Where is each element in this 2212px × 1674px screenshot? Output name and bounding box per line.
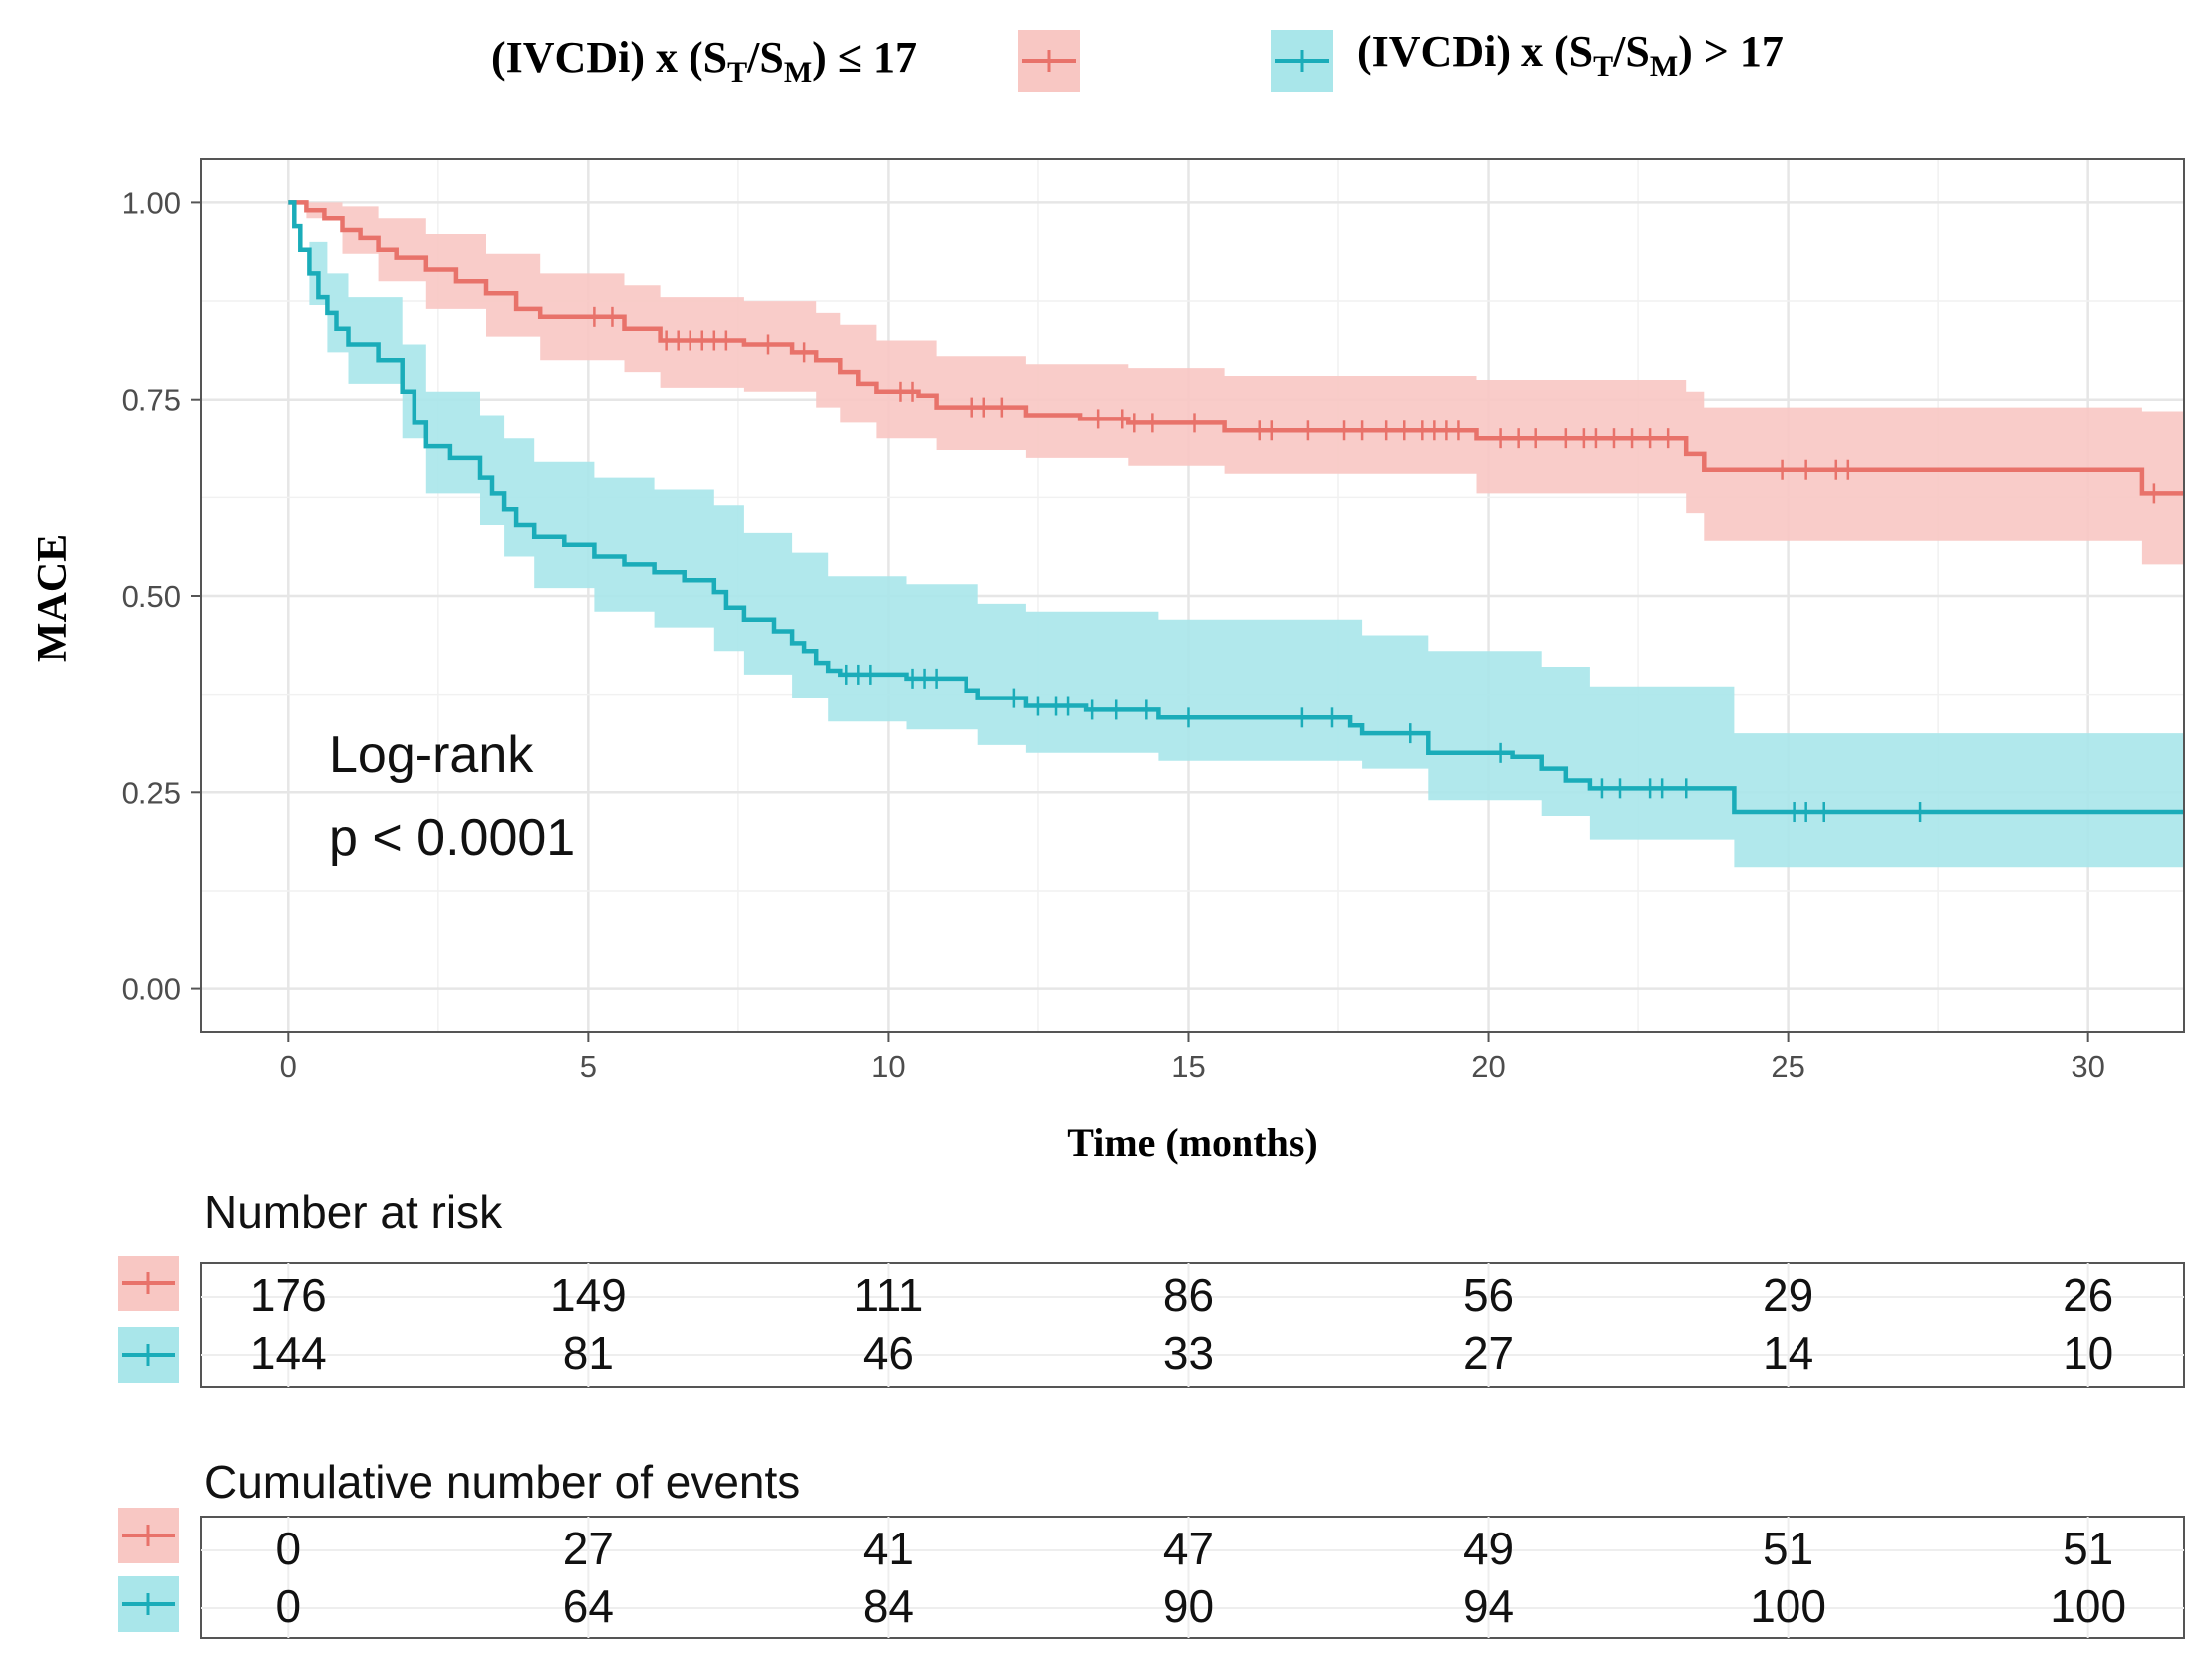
- y-tick-label-1: 0.25: [122, 775, 181, 810]
- events-table-cell-1-1: 64: [563, 1580, 614, 1632]
- risk-table-cell-0-3: 86: [1163, 1269, 1214, 1321]
- events-table-cell-1-0: 0: [276, 1580, 302, 1632]
- risk-table-cell-0-4: 56: [1463, 1269, 1514, 1321]
- events-table-frame: [200, 1516, 2185, 1639]
- events-table-grid: [201, 1517, 2184, 1638]
- risk-table-cell-1-5: 14: [1763, 1327, 1813, 1379]
- logrank-label: Log-rank: [329, 726, 534, 784]
- survival-line-1: [288, 200, 2184, 815]
- y-axis-ticks: 0.00 0.25 0.50 0.75 1.00: [122, 185, 201, 1007]
- risk-table-cell-1-0: 144: [250, 1327, 327, 1379]
- risk-table: Number at risk 176 149 111 86 56 29 26 144 81 46 3…: [118, 1186, 2185, 1388]
- events-table: Cumulative number of events 0 27 41 47 49 51 5…: [118, 1456, 2185, 1639]
- legend: (IVCDi) x (ST/SM) ≤ 17 (IVCDi) x (ST/SM)…: [491, 27, 1784, 92]
- risk-table-title: Number at risk: [204, 1186, 503, 1238]
- risk-table-cell-1-1: 81: [563, 1327, 614, 1379]
- events-table-cell-0-1: 27: [563, 1523, 614, 1574]
- events-table-cell-0-2: 41: [863, 1523, 914, 1574]
- survival-curves: [288, 200, 2184, 815]
- legend-item-high: (IVCDi) x (ST/SM) > 17: [1271, 27, 1784, 92]
- confidence-band-0: [288, 202, 2184, 565]
- events-table-cell-0-4: 49: [1463, 1523, 1514, 1574]
- plot-area: 0 5 10 15 20 25 30 0.00 0.25 0.50 0.75 1.00: [122, 158, 2185, 1084]
- p-value-label: p < 0.0001: [329, 809, 575, 867]
- y-tick-label-3: 0.75: [122, 383, 181, 418]
- y-tick-label-4: 1.00: [122, 185, 181, 220]
- events-table-cell-0-3: 47: [1163, 1523, 1214, 1574]
- events-table-cells: 0 27 41 47 49 51 51 0 64 84 90 94 100 100: [276, 1523, 2127, 1632]
- survival-line-0: [288, 200, 2184, 496]
- x-tick-label-1: 5: [580, 1049, 597, 1084]
- y-axis-title: MACE: [30, 534, 76, 662]
- events-table-cell-1-4: 94: [1463, 1580, 1514, 1632]
- y-tick-label-0: 0.00: [122, 973, 181, 1007]
- events-table-cell-1-6: 100: [2050, 1580, 2126, 1632]
- legend-item-low: (IVCDi) x (ST/SM) ≤ 17: [491, 30, 1080, 92]
- events-table-cell-0-5: 51: [1763, 1523, 1813, 1574]
- risk-table-frame: [200, 1262, 2185, 1388]
- risk-table-cell-0-1: 149: [550, 1269, 627, 1321]
- y-tick-label-2: 0.50: [122, 579, 181, 614]
- risk-table-cell-0-2: 111: [853, 1269, 923, 1321]
- x-axis-ticks: 0 5 10 15 20 25 30: [280, 1032, 2105, 1084]
- risk-table-cell-0-6: 26: [2063, 1269, 2113, 1321]
- x-tick-label-2: 10: [871, 1049, 905, 1084]
- events-table-cell-0-6: 51: [2063, 1523, 2113, 1574]
- events-table-cell-0-0: 0: [276, 1523, 302, 1574]
- legend-label-low: (IVCDi) x (ST/SM) ≤ 17: [491, 33, 917, 89]
- confidence-bands: [288, 202, 2184, 868]
- x-axis-title: Time (months): [1067, 1120, 1317, 1165]
- x-tick-label-5: 25: [1771, 1049, 1804, 1084]
- risk-table-cell-1-2: 46: [863, 1327, 914, 1379]
- x-tick-label-3: 15: [1171, 1049, 1205, 1084]
- events-table-cell-1-5: 100: [1750, 1580, 1826, 1632]
- x-tick-label-4: 20: [1471, 1049, 1505, 1084]
- risk-table-cells: 176 149 111 86 56 29 26 144 81 46 33 27 14 10: [250, 1269, 2113, 1379]
- events-table-cell-1-2: 84: [863, 1580, 914, 1632]
- risk-table-cell-0-0: 176: [250, 1269, 327, 1321]
- risk-table-cell-0-5: 29: [1763, 1269, 1813, 1321]
- legend-label-high: (IVCDi) x (ST/SM) > 17: [1357, 27, 1784, 83]
- risk-table-cell-1-6: 10: [2063, 1327, 2113, 1379]
- risk-table-cell-1-4: 27: [1463, 1327, 1514, 1379]
- risk-table-grid: [201, 1263, 2184, 1387]
- risk-table-cell-1-3: 33: [1163, 1327, 1214, 1379]
- censor-marks: [593, 306, 2156, 823]
- events-table-cell-1-3: 90: [1163, 1580, 1214, 1632]
- confidence-band-1: [288, 202, 2184, 868]
- events-table-title: Cumulative number of events: [204, 1456, 800, 1508]
- x-tick-label-6: 30: [2071, 1049, 2104, 1084]
- x-tick-label-0: 0: [280, 1049, 297, 1084]
